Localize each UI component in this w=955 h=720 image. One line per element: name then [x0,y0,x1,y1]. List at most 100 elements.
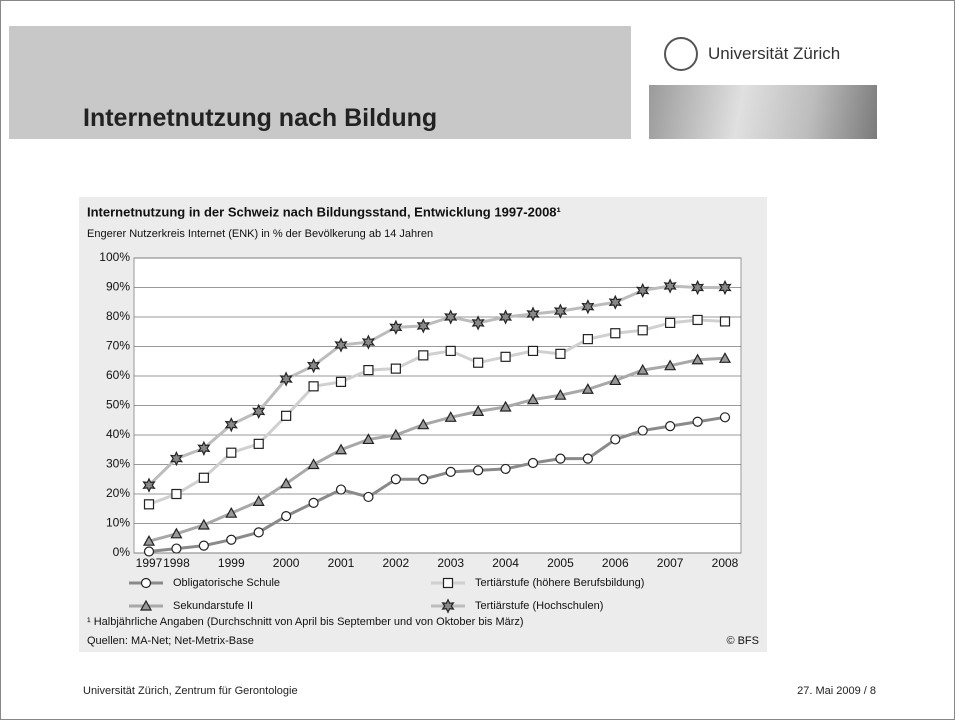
copyright: © BFS [726,635,759,647]
footer-right: 27. Mai 2009 / 8 [797,685,876,697]
x-tick-label: 2006 [602,556,629,570]
marker [610,434,621,445]
legend-marker [441,598,455,614]
y-tick-label: 100% [99,250,130,264]
marker [225,506,238,518]
legend-label: Tertiärstufe (höhere Berufsbildung) [475,577,644,589]
marker [719,412,731,423]
marker [171,488,182,500]
marker [663,278,677,294]
chart-subtitle: Engerer Nutzerkreis Internet (ENK) in % … [87,228,433,240]
marker [252,403,266,420]
marker [279,371,293,387]
marker [636,282,650,299]
marker [526,306,540,322]
marker [445,466,456,477]
marker [417,418,430,430]
x-tick-label: 2002 [383,556,410,570]
marker [416,318,430,334]
marker [226,534,237,545]
y-tick-label: 40% [106,427,130,441]
x-tick-label: 2003 [437,556,464,570]
marker [361,334,376,350]
marker [444,309,458,325]
marker [444,411,457,422]
marker [170,527,183,539]
footer-left: Universität Zürich, Zentrum für Gerontol… [83,685,298,697]
marker [500,463,511,475]
marker [445,345,456,357]
marker [499,400,512,412]
x-tick-label: 1999 [218,556,245,570]
marker [498,309,513,325]
slide-title: Internetnutzung nach Bildung [83,104,438,132]
marker [637,325,648,336]
marker [198,472,209,483]
marker [335,376,347,387]
x-tick-label: 2008 [712,556,739,570]
y-tick-label: 50% [106,398,130,412]
marker [527,345,539,357]
marker [581,299,595,315]
marker [718,279,732,296]
marker [390,363,401,374]
chart-title: Internetnutzung in der Schweiz nach Bild… [87,204,561,219]
marker [472,405,485,416]
y-tick-label: 0% [113,545,131,559]
marker [226,447,237,458]
series-line [147,284,725,487]
y-tick-label: 30% [106,457,130,471]
marker [335,484,347,495]
marker [390,474,401,485]
x-tick-label: 1997 [136,556,163,570]
x-tick-label: 1998 [163,556,190,570]
legend-marker [140,577,152,589]
marker [363,491,374,503]
marker [691,353,704,365]
marker [143,546,155,557]
marker [142,477,156,493]
marker [389,428,402,440]
marker [308,381,319,392]
marker [252,495,265,506]
marker [554,388,567,400]
y-tick-label: 10% [106,516,130,530]
marker [308,497,319,508]
marker [306,358,321,374]
y-tick-label: 20% [106,486,130,500]
marker [718,352,732,363]
marker [608,294,622,310]
marker [664,359,677,371]
marker [582,453,593,464]
legend-label: Tertiärstufe (Hochschulen) [475,600,603,612]
y-tick-label: 80% [106,309,130,323]
logo-text: Universität Zürich [708,44,841,63]
marker [527,457,539,469]
marker [473,465,484,476]
marker [418,474,429,485]
legend-label: Sekundarstufe II [173,600,253,612]
marker [169,450,184,467]
marker [665,317,676,328]
marker [690,279,705,296]
marker [363,365,374,376]
marker [281,511,292,522]
marker [555,453,566,464]
marker [334,443,348,455]
marker [307,458,320,470]
marker [473,357,484,368]
marker [197,518,210,530]
header-band [9,26,631,139]
y-tick-label: 90% [106,280,130,294]
y-tick-label: 60% [106,368,130,382]
footnote: ¹ Halbjährliche Angaben (Durchschnitt vo… [87,616,524,628]
marker [582,334,593,345]
marker [719,316,731,327]
marker [692,314,703,326]
x-tick-label: 2005 [547,556,574,570]
marker [224,417,238,433]
marker [692,416,703,427]
marker [281,410,292,421]
